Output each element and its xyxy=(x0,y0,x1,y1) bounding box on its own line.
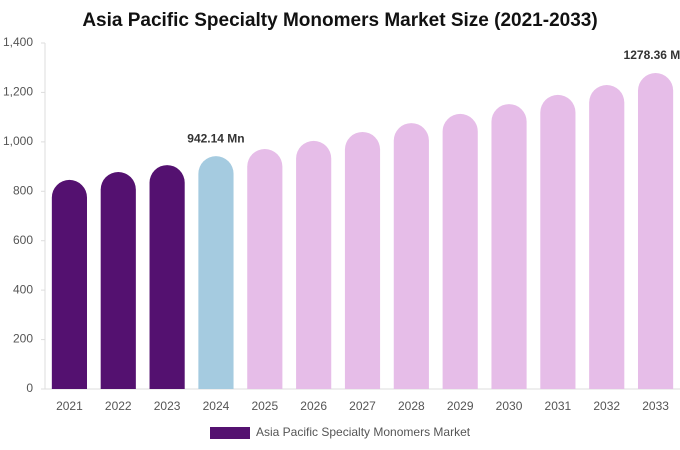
y-tick-label: 200 xyxy=(13,332,33,346)
y-tick-label: 1,200 xyxy=(3,85,33,99)
x-tick-label: 2024 xyxy=(203,399,230,413)
x-tick-label: 2032 xyxy=(593,399,620,413)
chart-title: Asia Pacific Specialty Monomers Market S… xyxy=(82,10,597,31)
bar xyxy=(442,113,478,390)
legend-label: Asia Pacific Specialty Monomers Market xyxy=(256,425,471,439)
y-tick-label: 1,400 xyxy=(3,35,33,49)
y-tick-label: 1,000 xyxy=(3,134,33,148)
bar xyxy=(198,156,234,389)
value-label: 1278.36 Mn xyxy=(624,48,680,62)
x-tick-label: 2025 xyxy=(251,399,278,413)
bar xyxy=(51,179,88,389)
legend-swatch xyxy=(210,427,250,439)
bar xyxy=(296,140,332,389)
y-tick-label: 800 xyxy=(13,183,33,197)
x-tick-label: 2026 xyxy=(300,399,327,413)
x-tick-label: 2030 xyxy=(496,399,523,413)
bar xyxy=(393,123,429,390)
bar xyxy=(589,85,625,390)
bar xyxy=(637,73,674,390)
bar xyxy=(149,165,185,389)
x-tick-label: 2028 xyxy=(398,399,425,413)
bar xyxy=(344,131,381,389)
y-tick-label: 400 xyxy=(13,282,33,296)
x-tick-label: 2022 xyxy=(105,399,132,413)
x-tick-label: 2031 xyxy=(545,399,572,413)
x-tick-label: 2023 xyxy=(154,399,181,413)
x-tick-label: 2033 xyxy=(642,399,669,413)
y-tick-label: 600 xyxy=(13,233,33,247)
bar xyxy=(100,172,136,389)
x-tick-label: 2021 xyxy=(56,399,83,413)
x-tick-label: 2027 xyxy=(349,399,376,413)
bar xyxy=(491,104,527,390)
y-tick-label: 0 xyxy=(26,381,33,395)
bar xyxy=(540,94,576,389)
x-tick-label: 2029 xyxy=(447,399,474,413)
bar xyxy=(247,149,283,389)
value-label: 942.14 Mn xyxy=(187,131,244,145)
